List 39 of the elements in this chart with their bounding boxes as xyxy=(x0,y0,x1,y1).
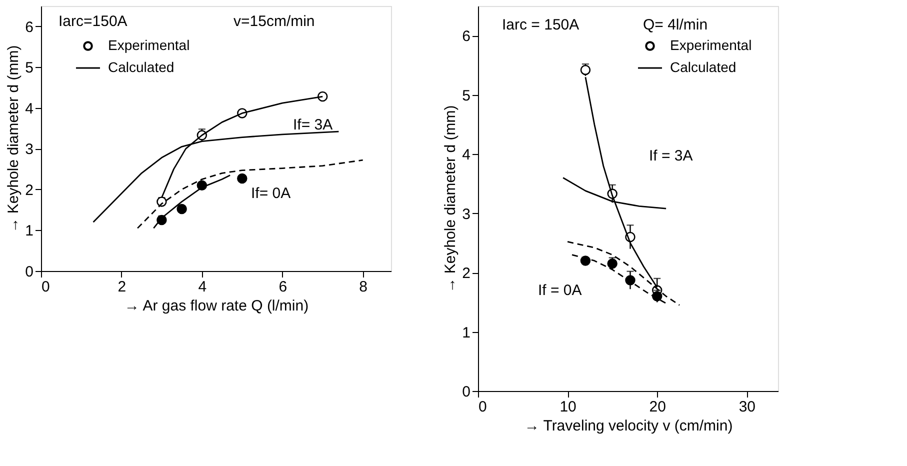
legend-label: Calculated xyxy=(108,59,174,75)
x-tick-label: 4 xyxy=(198,278,207,296)
y-tick-label: 0 xyxy=(25,264,34,280)
y-tick-label: 6 xyxy=(462,28,470,46)
annotation: v=15cm/min xyxy=(234,12,315,30)
y-tick-label: 1 xyxy=(462,324,470,342)
y-axis-title: → Keyhole diameter d (mm) xyxy=(442,105,460,293)
y-tick-label: 3 xyxy=(25,141,34,158)
x-tick-label: 8 xyxy=(359,278,368,296)
y-tick-label: 0 xyxy=(462,384,470,400)
y-tick-label: 4 xyxy=(25,100,34,118)
annotation: If = 0A xyxy=(538,282,582,300)
x-axis-title: → Ar gas flow rate Q (l/min) xyxy=(124,298,309,314)
y-axis-title: → Keyhole diameter d (mm) xyxy=(5,45,22,233)
y-tick-label: 5 xyxy=(25,60,34,77)
legend-label: Experimental xyxy=(670,37,752,53)
y-tick-label: 6 xyxy=(25,18,34,36)
y-tick-label: 3 xyxy=(462,206,470,223)
annotation: Iarc = 150A xyxy=(502,16,580,34)
y-tick-label: 5 xyxy=(462,87,470,104)
x-tick-label: 2 xyxy=(118,278,126,296)
legend-label: Calculated xyxy=(670,59,736,75)
y-tick-label: 2 xyxy=(462,265,470,282)
x-tick-label: 10 xyxy=(560,398,576,416)
legend-label: Experimental xyxy=(108,37,190,53)
x-tick-label: 0 xyxy=(478,398,487,416)
annotation: Iarc=150A xyxy=(58,12,128,30)
annotation: If= 3A xyxy=(293,116,333,134)
y-tick-label: 4 xyxy=(462,146,470,164)
x-axis-title: → Traveling velocity v (cm/min) xyxy=(524,418,733,434)
x-tick-label: 0 xyxy=(42,278,50,296)
annotation: If= 0A xyxy=(251,185,291,202)
x-tick-label: 6 xyxy=(278,278,288,296)
x-tick-label: 20 xyxy=(649,398,666,416)
y-tick-label: 2 xyxy=(25,182,34,199)
y-tick-label: 1 xyxy=(25,222,34,240)
annotation: Q= 4l/min xyxy=(643,16,708,34)
annotation: If = 3A xyxy=(649,147,693,164)
x-tick-label: 30 xyxy=(738,398,756,416)
